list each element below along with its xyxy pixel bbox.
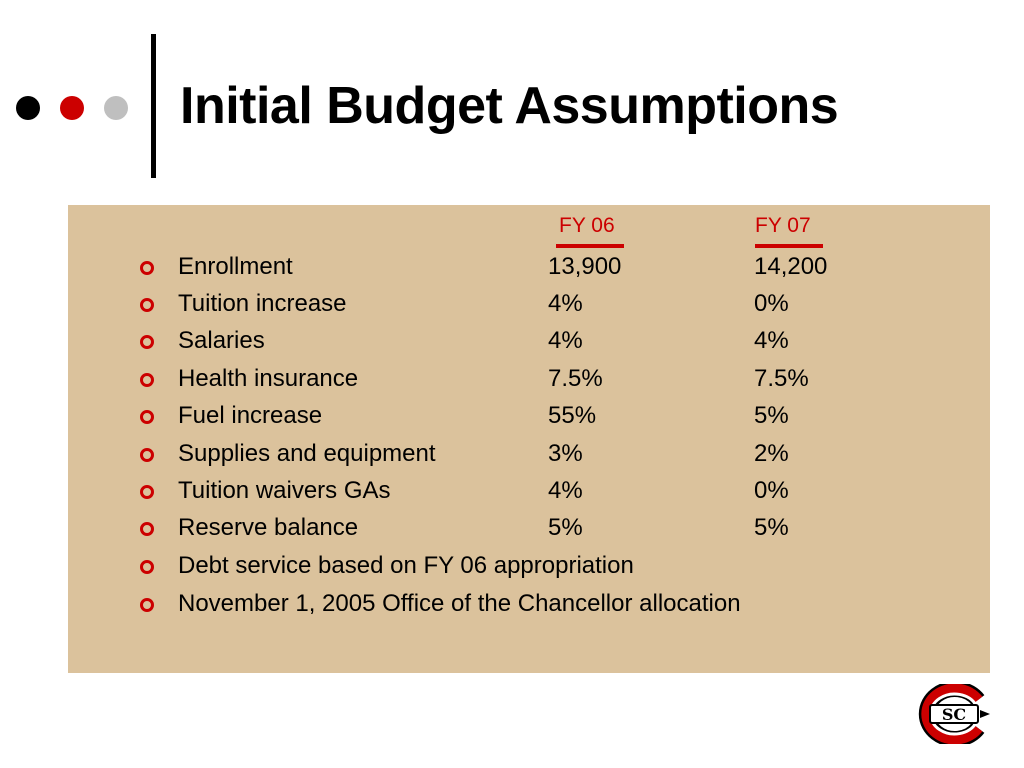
row-value-fy06: 7.5% [548, 365, 603, 392]
assumption-row: Tuition increase 4% 0% [0, 286, 1000, 322]
scsu-logo: SC [910, 681, 996, 747]
bullet-icon [140, 373, 154, 387]
bullet-icon [140, 298, 154, 312]
row-label: Tuition waivers GAs [178, 477, 391, 504]
assumption-row: Tuition waivers GAs 4% 0% [0, 473, 1000, 509]
decor-dot-black [16, 96, 40, 120]
row-label: Enrollment [178, 253, 293, 280]
assumption-row: Health insurance 7.5% 7.5% [0, 361, 1000, 397]
bullet-icon [140, 598, 154, 612]
bullet-icon [140, 448, 154, 462]
row-value-fy07: 0% [754, 290, 789, 317]
row-value-fy07: 5% [754, 402, 789, 429]
assumption-row: Fuel increase 55% 5% [0, 398, 1000, 434]
assumption-row: Enrollment 13,900 14,200 [0, 249, 1000, 285]
slide-title: Initial Budget Assumptions [180, 77, 839, 135]
note-text: November 1, 2005 Office of the Chancello… [178, 590, 741, 617]
row-value-fy07: 7.5% [754, 365, 809, 392]
logo-text: SC [942, 705, 966, 724]
row-value-fy07: 5% [754, 514, 789, 541]
row-value-fy07: 0% [754, 477, 789, 504]
row-value-fy06: 4% [548, 290, 583, 317]
row-value-fy07: 14,200 [754, 253, 828, 280]
row-label: Health insurance [178, 365, 359, 392]
assumption-row: Salaries 4% 4% [0, 323, 1000, 359]
row-label: Supplies and equipment [178, 440, 436, 467]
note-text: Debt service based on FY 06 appropriatio… [178, 552, 634, 579]
row-value-fy06: 4% [548, 327, 583, 354]
bullet-icon [140, 522, 154, 536]
bullet-icon [140, 261, 154, 275]
row-value-fy06: 5% [548, 514, 583, 541]
assumption-row: Supplies and equipment 3% 2% [0, 436, 1000, 472]
row-value-fy06: 13,900 [548, 253, 622, 280]
column-header-fy07: FY 07 [755, 214, 811, 237]
bullet-icon [140, 410, 154, 424]
row-value-fy07: 4% [754, 327, 789, 354]
decor-dot-red [60, 96, 84, 120]
bullet-icon [140, 560, 154, 574]
bullet-icon [140, 485, 154, 499]
row-value-fy06: 4% [548, 477, 583, 504]
bullet-icon [140, 335, 154, 349]
decor-dot-gray [104, 96, 128, 120]
row-value-fy06: 3% [548, 440, 583, 467]
note-row: November 1, 2005 Office of the Chancello… [0, 586, 1000, 622]
row-label: Tuition increase [178, 290, 347, 317]
note-row: Debt service based on FY 06 appropriatio… [0, 548, 1000, 584]
column-underline-fy07 [755, 244, 823, 248]
row-label: Fuel increase [178, 402, 323, 429]
row-label: Salaries [178, 327, 265, 354]
scsu-huskies-logo-icon: SC [918, 681, 990, 747]
assumption-row: Reserve balance 5% 5% [0, 510, 1000, 546]
title-divider [151, 34, 156, 178]
column-header-fy06: FY 06 [559, 214, 615, 237]
row-label: Reserve balance [178, 514, 359, 541]
column-underline-fy06 [556, 244, 624, 248]
row-value-fy06: 55% [548, 402, 597, 429]
row-value-fy07: 2% [754, 440, 789, 467]
content-panel [68, 205, 990, 673]
